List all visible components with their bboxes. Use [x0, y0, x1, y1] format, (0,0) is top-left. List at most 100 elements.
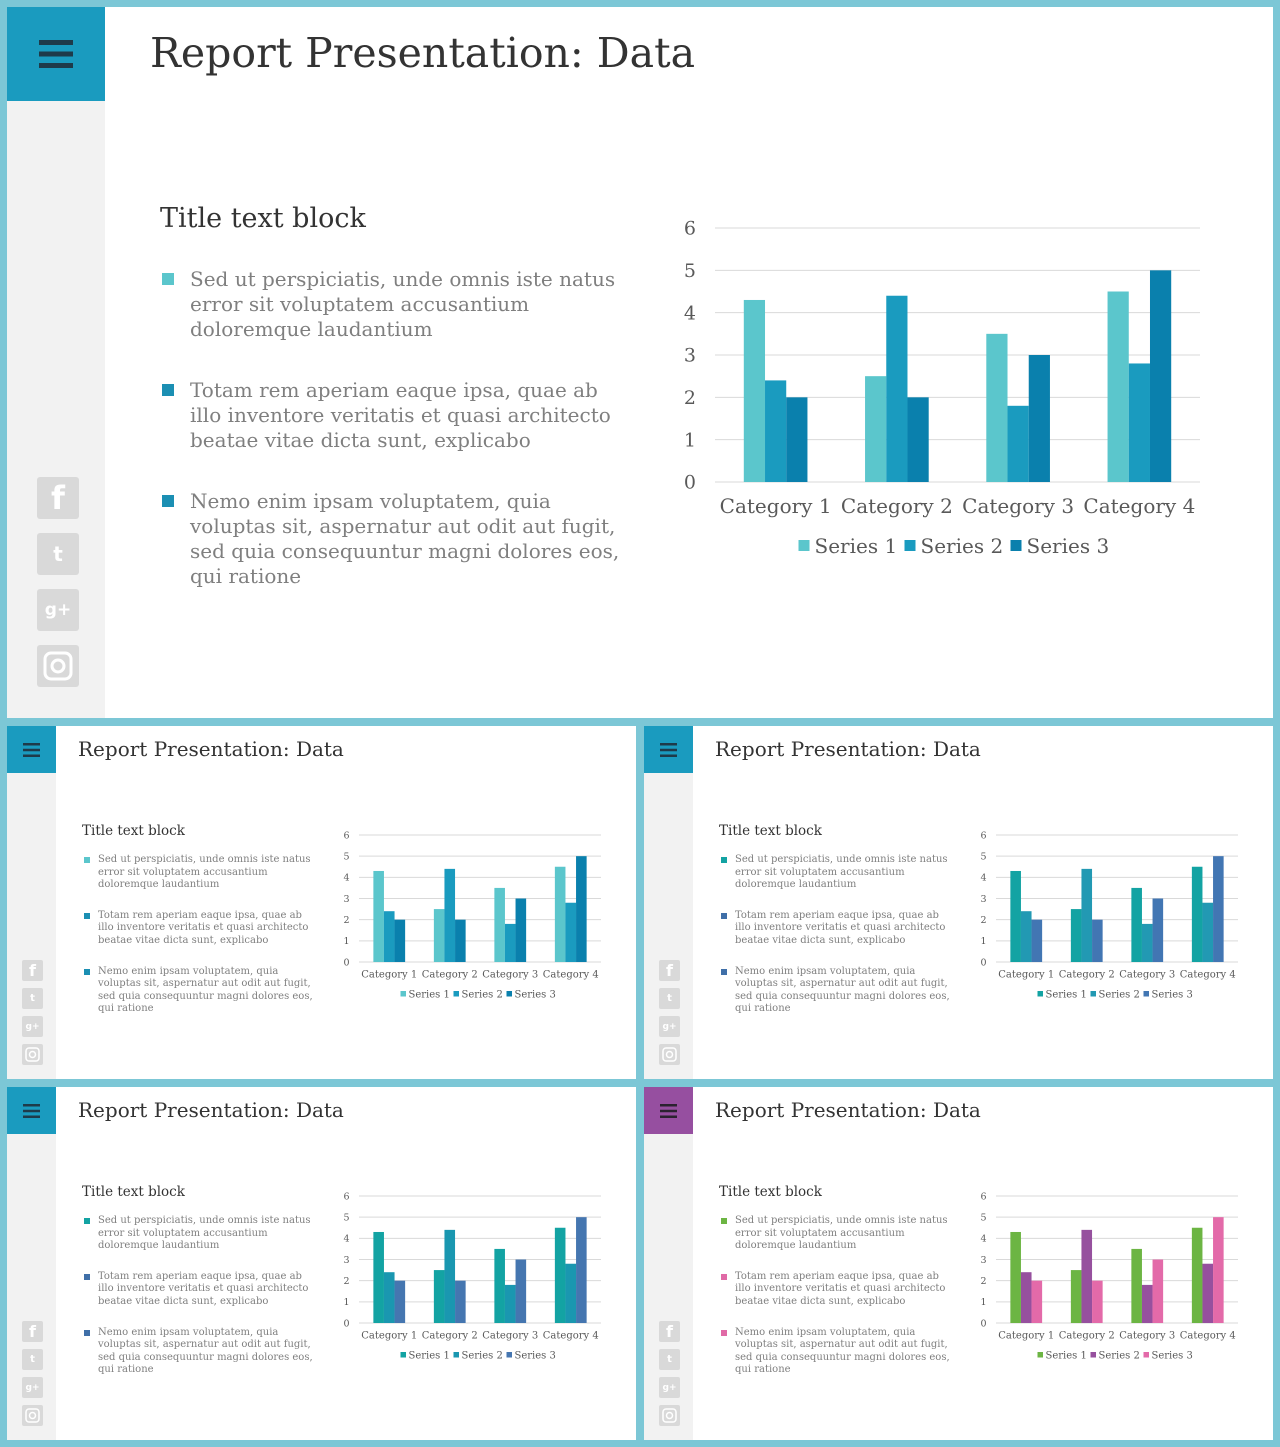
y-tick-label: 0 [684, 472, 696, 494]
legend-swatch [904, 540, 916, 551]
y-tick-label: 1 [980, 936, 986, 947]
legend-swatch [1037, 991, 1043, 997]
twitter-icon[interactable]: t [22, 988, 43, 1009]
x-tick-label: Category 2 [1059, 1331, 1115, 1342]
bullet-text: Nemo enim ipsam voluptatem, quia volupta… [98, 965, 313, 1015]
bullet-square-icon [721, 1329, 727, 1336]
bar-category4-series3 [576, 856, 587, 962]
legend-swatch [1143, 1352, 1149, 1358]
bar-category2-series3 [455, 919, 466, 962]
bar-category3-series2 [504, 1284, 516, 1323]
google-plus-icon[interactable]: g+ [659, 1016, 680, 1037]
x-tick-label: Category 1 [998, 970, 1054, 981]
facebook-icon[interactable]: f [22, 960, 43, 981]
legend-label: Series 3 [1027, 534, 1110, 558]
bullet-square-icon [721, 968, 727, 975]
legend-swatch [400, 1352, 406, 1358]
social-links: f t g+ [37, 477, 79, 687]
legend-label: Series 2 [1099, 990, 1140, 1001]
y-tick-label: 4 [343, 1234, 349, 1245]
legend-label: Series 2 [921, 534, 1004, 558]
bar-category1-series3 [394, 1280, 406, 1323]
twitter-icon[interactable]: t [659, 1349, 680, 1370]
y-tick-label: 4 [343, 873, 349, 884]
bullet-item: Sed ut perspiciatis, unde omnis iste nat… [84, 854, 320, 892]
instagram-icon[interactable] [659, 1405, 680, 1426]
bar-category4-series3 [1149, 270, 1172, 482]
x-tick-label: Category 2 [422, 1331, 478, 1342]
bar-category2-series2 [1081, 1229, 1093, 1323]
menu-button[interactable] [644, 1087, 693, 1134]
legend-label: Series 2 [462, 990, 503, 1001]
bullet-square-icon [162, 273, 174, 285]
y-tick-label: 5 [980, 1212, 986, 1223]
menu-button[interactable] [644, 726, 693, 773]
legend-label: Series 3 [1152, 990, 1193, 1001]
slide-variant-4[interactable]: Report Presentation: Data Title text blo… [644, 1087, 1273, 1440]
x-tick-label: Category 2 [1059, 970, 1115, 981]
social-links: f t g+ [22, 1321, 43, 1426]
block-title: Title text block [82, 1184, 185, 1200]
bullet-square-icon [84, 1329, 90, 1336]
bullet-text: Totam rem aperiam eaque ipsa, quae ab il… [735, 1270, 946, 1307]
bar-category3-series1 [1131, 1248, 1142, 1323]
bar-category2-series1 [433, 909, 445, 962]
bar-category3-series1 [494, 887, 505, 962]
y-tick-label: 5 [684, 260, 696, 282]
legend-label: Series 1 [1046, 1351, 1087, 1362]
google-plus-icon[interactable]: g+ [22, 1016, 43, 1037]
legend-label: Series 3 [515, 990, 556, 1001]
twitter-icon[interactable]: t [37, 533, 79, 575]
bar-chart: 0 1 2 3 4 5 6 Category 1 Category 2 Category 3 Cat… [343, 830, 601, 1001]
menu-button[interactable] [7, 726, 56, 773]
instagram-icon[interactable] [659, 1044, 680, 1065]
instagram-icon[interactable] [22, 1405, 43, 1426]
bullet-item: Sed ut perspiciatis, unde omnis iste nat… [162, 267, 632, 342]
x-tick-label: Category 2 [841, 494, 953, 518]
instagram-icon[interactable] [37, 645, 79, 687]
bullet-text: Nemo enim ipsam voluptatem, quia volupta… [98, 1326, 313, 1376]
legend-swatch [1143, 991, 1149, 997]
y-tick-label: 6 [343, 1191, 349, 1202]
bar-category1-series3 [394, 919, 406, 962]
bullet-square-icon [721, 1218, 727, 1224]
y-tick-label: 6 [343, 830, 349, 841]
google-plus-icon[interactable]: g+ [37, 589, 79, 631]
slide-title: Report Presentation: Data [78, 737, 344, 761]
y-tick-label: 6 [684, 218, 696, 240]
x-tick-label: Category 3 [962, 494, 1074, 518]
x-tick-label: Category 4 [543, 1331, 599, 1342]
bullet-square-icon [721, 857, 727, 863]
y-tick-label: 2 [980, 1276, 986, 1287]
bullet-square-icon [162, 384, 174, 396]
slide-title: Report Presentation: Data [150, 29, 696, 77]
legend-swatch [400, 991, 406, 997]
google-plus-icon[interactable]: g+ [659, 1377, 680, 1398]
slide-variant-3[interactable]: Report Presentation: Data Title text blo… [7, 1087, 636, 1440]
slide-variant-2[interactable]: Report Presentation: Data Title text blo… [644, 726, 1273, 1079]
facebook-icon[interactable]: f [659, 1321, 680, 1342]
facebook-icon[interactable]: f [22, 1321, 43, 1342]
block-title: Title text block [719, 1184, 822, 1200]
instagram-icon[interactable] [22, 1044, 43, 1065]
bar-category1-series2 [383, 1272, 395, 1323]
slide-variant-1[interactable]: Report Presentation: Data Title text blo… [7, 726, 636, 1079]
slide-main[interactable]: Report Presentation: Data Title text blo… [7, 7, 1273, 718]
y-tick-label: 6 [980, 830, 986, 841]
bullet-item: Sed ut perspiciatis, unde omnis iste nat… [721, 854, 957, 892]
bullet-square-icon [84, 912, 90, 919]
bar-category3-series1 [1131, 887, 1142, 962]
menu-button[interactable] [7, 1087, 56, 1134]
legend-swatch [506, 991, 512, 997]
google-plus-icon[interactable]: g+ [22, 1377, 43, 1398]
menu-button[interactable] [7, 7, 105, 101]
bar-category4-series1 [1191, 866, 1203, 962]
bullet-list: Sed ut perspiciatis, unde omnis iste nat… [721, 1215, 957, 1377]
facebook-icon[interactable]: f [37, 477, 79, 519]
facebook-icon[interactable]: f [659, 960, 680, 981]
bullet-square-icon [84, 968, 90, 975]
social-links: f t g+ [22, 960, 43, 1065]
twitter-icon[interactable]: t [659, 988, 680, 1009]
bullet-text: Sed ut perspiciatis, unde omnis iste nat… [190, 267, 616, 341]
twitter-icon[interactable]: t [22, 1349, 43, 1370]
